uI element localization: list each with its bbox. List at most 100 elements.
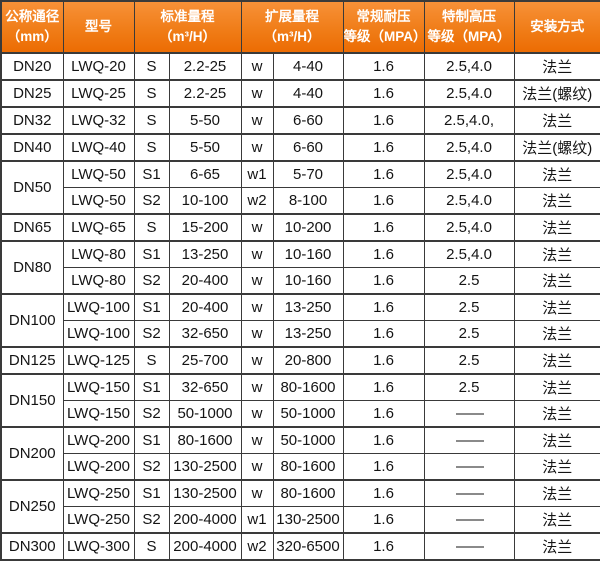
cell-install: 法兰 — [514, 188, 600, 215]
cell-std-range: 50-1000 — [169, 401, 241, 428]
cell-ext-range: 20-800 — [273, 347, 343, 374]
cell-high-pressure: 2.5 — [424, 374, 514, 401]
table-header: 公称通径（mm） 型号 标准量程（m³/H） 扩展量程（m³/H） 常规耐压等级… — [1, 1, 600, 53]
cell-high-pressure: 2.5,4.0 — [424, 53, 514, 80]
cell-install: 法兰 — [514, 480, 600, 507]
cell-ext-range: 80-1600 — [273, 454, 343, 481]
cell-std-range: 32-650 — [169, 374, 241, 401]
header-ext-range-line1: 扩展量程 — [242, 7, 343, 27]
cell-model: LWQ-250 — [63, 507, 134, 534]
table-row: DN20 LWQ-20 S 2.2-25 w 4-40 1.6 2.5,4.0 … — [1, 53, 600, 80]
cell-model: LWQ-100 — [63, 321, 134, 348]
table-row: DN300 LWQ-300 S 200-4000 w2 320-6500 1.6… — [1, 533, 600, 560]
table-row: DN80 LWQ-80 S1 13-250 w 10-160 1.6 2.5,4… — [1, 241, 600, 268]
cell-ext-code: w — [241, 53, 273, 80]
cell-ext-range: 6-60 — [273, 107, 343, 134]
cell-high-pressure: 2.5,4.0 — [424, 188, 514, 215]
table-body: DN20 LWQ-20 S 2.2-25 w 4-40 1.6 2.5,4.0 … — [1, 53, 600, 560]
cell-install: 法兰 — [514, 374, 600, 401]
cell-std-range: 2.2-25 — [169, 53, 241, 80]
cell-dn: DN100 — [1, 294, 63, 347]
cell-pressure: 1.6 — [343, 454, 424, 481]
cell-high-pressure: 2.5,4.0, — [424, 107, 514, 134]
cell-pressure: 1.6 — [343, 107, 424, 134]
cell-std-range: 2.2-25 — [169, 80, 241, 107]
cell-ext-range: 8-100 — [273, 188, 343, 215]
cell-pressure: 1.6 — [343, 401, 424, 428]
cell-install: 法兰 — [514, 107, 600, 134]
cell-ext-code: w — [241, 134, 273, 161]
table-row: LWQ-200 S2 130-2500 w 80-1600 1.6 —— 法兰 — [1, 454, 600, 481]
cell-install: 法兰 — [514, 161, 600, 188]
cell-high-pressure: —— — [424, 454, 514, 481]
header-pressure: 常规耐压等级（MPA） — [343, 1, 424, 53]
cell-ext-range: 10-160 — [273, 268, 343, 295]
header-ext-range: 扩展量程（m³/H） — [241, 1, 343, 53]
header-high-pressure-line1: 特制高压 — [425, 7, 514, 27]
cell-std-range: 10-100 — [169, 188, 241, 215]
cell-std-code: S2 — [134, 321, 169, 348]
cell-pressure: 1.6 — [343, 533, 424, 560]
cell-ext-code: w1 — [241, 161, 273, 188]
cell-high-pressure: 2.5,4.0 — [424, 241, 514, 268]
cell-pressure: 1.6 — [343, 374, 424, 401]
cell-high-pressure: 2.5,4.0 — [424, 134, 514, 161]
cell-model: LWQ-32 — [63, 107, 134, 134]
cell-install: 法兰 — [514, 294, 600, 321]
cell-pressure: 1.6 — [343, 80, 424, 107]
header-model: 型号 — [63, 1, 134, 53]
cell-model: LWQ-300 — [63, 533, 134, 560]
cell-model: LWQ-40 — [63, 134, 134, 161]
cell-dn: DN40 — [1, 134, 63, 161]
cell-install: 法兰 — [514, 347, 600, 374]
cell-install: 法兰 — [514, 533, 600, 560]
cell-high-pressure: —— — [424, 427, 514, 454]
cell-ext-code: w — [241, 107, 273, 134]
cell-std-code: S — [134, 134, 169, 161]
header-model-line1: 型号 — [64, 17, 134, 37]
table-row: LWQ-250 S2 200-4000 w1 130-2500 1.6 —— 法… — [1, 507, 600, 534]
cell-install: 法兰 — [514, 53, 600, 80]
cell-pressure: 1.6 — [343, 347, 424, 374]
cell-std-range: 25-700 — [169, 347, 241, 374]
cell-ext-range: 50-1000 — [273, 427, 343, 454]
cell-model: LWQ-80 — [63, 268, 134, 295]
cell-pressure: 1.6 — [343, 507, 424, 534]
header-pressure-line2: 等级（MPA） — [344, 27, 424, 47]
header-dn-line2: （mm） — [2, 27, 63, 47]
cell-ext-range: 80-1600 — [273, 374, 343, 401]
cell-ext-code: w2 — [241, 188, 273, 215]
header-std-range-line2: （m³/H） — [135, 27, 241, 47]
header-high-pressure: 特制高压等级（MPA） — [424, 1, 514, 53]
cell-pressure: 1.6 — [343, 161, 424, 188]
cell-std-code: S2 — [134, 401, 169, 428]
cell-std-range: 200-4000 — [169, 507, 241, 534]
cell-std-range: 6-65 — [169, 161, 241, 188]
table-row: DN32 LWQ-32 S 5-50 w 6-60 1.6 2.5,4.0, 法… — [1, 107, 600, 134]
header-ext-range-line2: （m³/H） — [242, 27, 343, 47]
cell-install: 法兰 — [514, 321, 600, 348]
cell-std-range: 20-400 — [169, 294, 241, 321]
header-dn: 公称通径（mm） — [1, 1, 63, 53]
cell-ext-range: 80-1600 — [273, 480, 343, 507]
cell-pressure: 1.6 — [343, 188, 424, 215]
cell-model: LWQ-65 — [63, 214, 134, 241]
cell-pressure: 1.6 — [343, 321, 424, 348]
table-row: DN25 LWQ-25 S 2.2-25 w 4-40 1.6 2.5,4.0 … — [1, 80, 600, 107]
cell-model: LWQ-150 — [63, 374, 134, 401]
cell-ext-range: 320-6500 — [273, 533, 343, 560]
cell-std-code: S — [134, 107, 169, 134]
cell-pressure: 1.6 — [343, 268, 424, 295]
cell-ext-range: 10-160 — [273, 241, 343, 268]
cell-high-pressure: 2.5,4.0 — [424, 214, 514, 241]
cell-model: LWQ-25 — [63, 80, 134, 107]
cell-ext-range: 4-40 — [273, 53, 343, 80]
cell-high-pressure: —— — [424, 401, 514, 428]
cell-pressure: 1.6 — [343, 480, 424, 507]
cell-pressure: 1.6 — [343, 214, 424, 241]
cell-std-code: S — [134, 347, 169, 374]
cell-ext-code: w — [241, 454, 273, 481]
cell-dn: DN20 — [1, 53, 63, 80]
cell-model: LWQ-50 — [63, 188, 134, 215]
